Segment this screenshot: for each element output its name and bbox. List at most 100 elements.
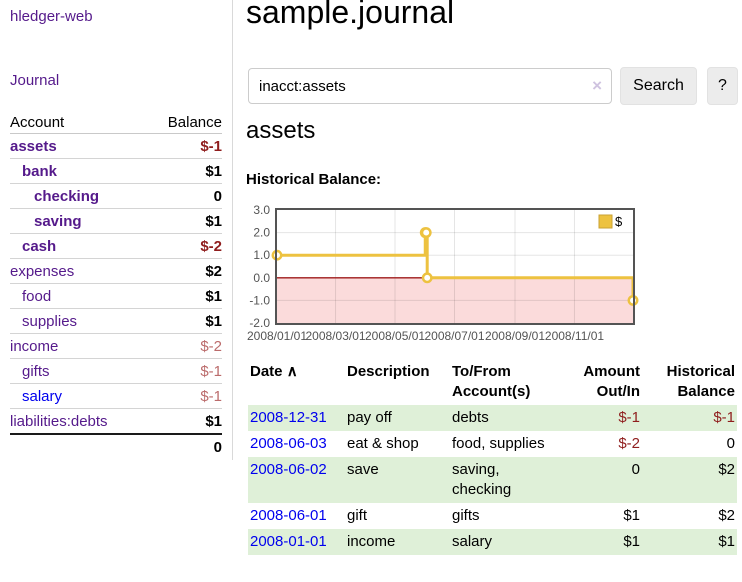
legend-label: $ [615, 214, 623, 229]
account-balance: $1 [205, 312, 222, 330]
sidebar-account-link-income[interactable]: income [10, 337, 59, 355]
transaction-date-link[interactable]: 2008-12-31 [250, 409, 327, 426]
transaction-amount: $-2 [618, 435, 640, 452]
account-row: supplies $1 [10, 309, 222, 334]
y-axis-tick-label: 1.0 [253, 248, 270, 262]
account-balance: $-2 [200, 237, 222, 255]
balance-header-line1: Historical [666, 363, 735, 380]
transaction-accounts: food, supplies [452, 435, 545, 452]
transaction-accounts: saving, checking [452, 461, 512, 498]
clear-search-icon[interactable]: × [592, 76, 602, 95]
sidebar-item-journal[interactable]: Journal [10, 72, 60, 89]
account-row: assets $-1 [10, 134, 222, 159]
x-axis-tick-label: 2008/01/01 [247, 329, 307, 343]
sidebar-account-link-bank[interactable]: bank [22, 162, 58, 180]
accounts-header-line2: Account(s) [452, 383, 531, 400]
transaction-amount: $1 [623, 533, 640, 550]
sidebar-account-link-supplies[interactable]: supplies [22, 312, 78, 330]
transaction-description: eat & shop [347, 435, 419, 452]
register-header-balance: Historical Balance [642, 362, 737, 405]
accounts-header-account: Account [10, 114, 65, 131]
account-balance: $1 [205, 212, 222, 230]
account-row: income $-2 [10, 334, 222, 359]
legend-color-box [598, 214, 613, 229]
account-row: salary $-1 [10, 384, 222, 409]
accounts-header-line1: To/From [452, 363, 511, 380]
sidebar-account-link-cash[interactable]: cash [22, 237, 57, 255]
transaction-date-link[interactable]: 2008-01-01 [250, 533, 327, 550]
y-axis-tick-label: -2.0 [249, 316, 270, 330]
account-row: expenses $2 [10, 259, 222, 284]
sidebar-account-link-food[interactable]: food [22, 287, 52, 305]
search-form: × [248, 68, 612, 104]
register-header-row: Date ∧ Description To/From Account(s) Am… [248, 362, 737, 405]
register-table: Date ∧ Description To/From Account(s) Am… [248, 362, 737, 555]
register-header-date[interactable]: Date ∧ [248, 362, 345, 405]
account-row: checking 0 [10, 184, 222, 209]
transaction-description: gift [347, 507, 368, 524]
help-button[interactable]: ? [707, 67, 738, 105]
sidebar-account-link-salary[interactable]: salary [22, 387, 63, 405]
sort-ascending-icon: ∧ [286, 363, 298, 380]
x-axis-tick-label: 2008/05/01 [365, 329, 425, 343]
transaction-accounts: debts [452, 409, 489, 426]
accounts-total-row: 0 [10, 433, 222, 459]
account-balance: $-2 [200, 337, 222, 355]
amount-header-line2: Out/In [596, 383, 640, 400]
transaction-historical-balance: $2 [718, 461, 735, 478]
accounts-table-body: assets $-1 bank $1 checking 0 saving $1 cash $-2 e… [10, 134, 222, 433]
transaction-historical-balance: $-1 [713, 409, 735, 426]
account-heading: assets [246, 117, 316, 144]
accounts-header-balance: Balance [167, 114, 222, 131]
search-input[interactable] [248, 68, 612, 104]
transaction-row: 2008-12-31 pay off debts $-1 $-1 [248, 405, 737, 431]
register-table-body: 2008-12-31 pay off debts $-1 $-1 2008-06-03 ea… [248, 405, 737, 555]
transaction-historical-balance: 0 [726, 435, 735, 452]
account-row: cash $-2 [10, 234, 222, 259]
y-axis-tick-label: -1.0 [249, 293, 270, 307]
transaction-row: 2008-06-01 gift gifts $1 $2 [248, 503, 737, 529]
data-point-marker[interactable] [421, 272, 433, 284]
x-axis-tick-label: 2008/03/01 [305, 329, 365, 343]
transaction-amount: $-1 [618, 409, 640, 426]
historical-balance-chart[interactable]: 3.0 2.0 1.0 0.0 -1.0 -2.02008/01/012008/03/01… [240, 200, 742, 352]
account-row: food $1 [10, 284, 222, 309]
sidebar-account-link-expenses[interactable]: expenses [10, 262, 75, 280]
sidebar-account-link-checking[interactable]: checking [34, 187, 100, 205]
account-balance: $-1 [200, 387, 222, 405]
amount-header-line1: Amount [583, 363, 640, 380]
transaction-date-link[interactable]: 2008-06-01 [250, 507, 327, 524]
x-axis-tick-label: 2008/07/01 [424, 329, 484, 343]
account-balance: $-1 [200, 137, 222, 155]
x-axis-tick-label: 2008/09/01 [485, 329, 545, 343]
accounts-table-header: Account Balance [10, 108, 222, 134]
y-axis-tick-label: 2.0 [253, 226, 270, 240]
account-row: gifts $-1 [10, 359, 222, 384]
sidebar-account-link-saving[interactable]: saving [34, 212, 82, 230]
transaction-amount: $1 [623, 507, 640, 524]
transaction-row: 2008-06-03 eat & shop food, supplies $-2 0 [248, 431, 737, 457]
register-header-amount: Amount Out/In [578, 362, 642, 405]
sidebar-account-link-liabilities-debts[interactable]: liabilities:debts [10, 412, 108, 430]
transaction-date-link[interactable]: 2008-06-03 [250, 435, 327, 452]
account-balance: $1 [205, 162, 222, 180]
transaction-historical-balance: $1 [718, 533, 735, 550]
transaction-date-link[interactable]: 2008-06-02 [250, 461, 327, 478]
account-row: bank $1 [10, 159, 222, 184]
sidebar-account-link-gifts[interactable]: gifts [22, 362, 50, 380]
search-button[interactable]: Search [620, 67, 697, 105]
chart-border [275, 208, 635, 325]
transaction-description: pay off [347, 409, 392, 426]
page-title: sample.journal [246, 0, 455, 30]
account-row: liabilities:debts $1 [10, 409, 222, 433]
accounts-table: Account Balance assets $-1 bank $1 checking 0… [10, 108, 222, 459]
balance-header-line2: Balance [677, 383, 735, 400]
sidebar-brand-link[interactable]: hledger-web [10, 8, 93, 25]
accounts-total-balance: 0 [213, 438, 222, 456]
sidebar-account-link-assets[interactable]: assets [10, 137, 57, 155]
transaction-description: save [347, 461, 379, 478]
data-point-marker[interactable] [420, 227, 432, 239]
negative-region [277, 277, 633, 323]
chart-title-label: Historical Balance: [246, 171, 382, 188]
